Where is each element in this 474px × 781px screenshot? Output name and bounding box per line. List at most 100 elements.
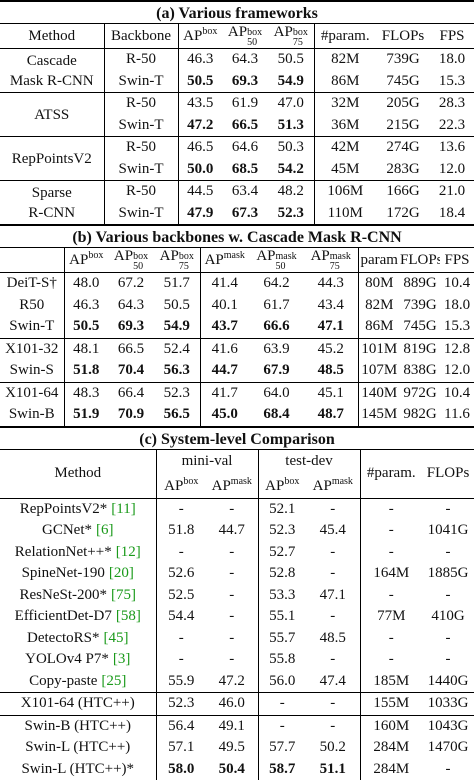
- ap-sup: box: [284, 475, 300, 487]
- method-cell: RelationNet++* [12]: [0, 542, 156, 564]
- value-cell: 47.0: [268, 92, 314, 115]
- ap-scripts: box 75: [179, 252, 194, 272]
- table: AP box AP box 50 AP box 75 AP mask AP mask 50 AP mask 7…: [0, 248, 474, 426]
- value-cell: 66.6: [263, 318, 290, 335]
- column-header: AP mask: [199, 248, 249, 273]
- value-cell: 55.1: [257, 606, 307, 628]
- value-cell: 50.5: [163, 296, 190, 313]
- ap-base: AP: [256, 248, 276, 264]
- column-header: AP box: [177, 24, 222, 49]
- method-cell: ATSS: [0, 92, 104, 137]
- column-header: AP box 75: [268, 24, 314, 49]
- value-cell: -: [359, 497, 423, 520]
- ap-base: AP: [273, 24, 293, 40]
- column-header: Method: [54, 465, 102, 481]
- value-cell: 166G: [376, 180, 430, 203]
- ap-sup: box: [88, 250, 104, 261]
- value-cell: 51.8: [63, 360, 108, 382]
- citation: [20]: [108, 565, 134, 582]
- ap-sup: mask: [329, 251, 351, 262]
- value-cell: 1470G: [427, 739, 469, 756]
- value-cell: 21.0: [430, 180, 474, 203]
- data-row: SpineNet-190 [20] 52.6-52.8-164M 1885G: [0, 563, 474, 585]
- backbone-cell: DeiT-S†: [0, 272, 64, 295]
- method-name: Swin-B (HTC++): [24, 717, 131, 734]
- value-cell: 49.5: [218, 739, 245, 756]
- value-cell: 107M: [357, 360, 400, 382]
- data-row: DeiT-S† 48.0 67.2 51.7 41.4 64.2 44.3 80M 889G 10…: [0, 272, 474, 295]
- value-cell: 44.7: [199, 360, 249, 382]
- value-cell: 82M: [357, 294, 400, 316]
- column-header: AP box: [63, 248, 108, 273]
- header-row: AP box AP mask AP box AP mask: [0, 473, 474, 498]
- value-cell: -: [257, 714, 307, 737]
- data-row: R50 46.3 64.3 50.5 40.1 61.7 43.4 82M 739G 18.0: [0, 294, 474, 316]
- table-body: Method mini-val test-dev #param. FLOPs AP box A…: [0, 449, 474, 780]
- citation: [11]: [111, 500, 136, 517]
- value-cell: 819G: [400, 337, 440, 360]
- table-body: AP box AP box 50 AP box 75 AP mask AP mask 50 AP mask 7…: [0, 248, 474, 426]
- backbone-cell: R50: [19, 296, 45, 313]
- value-cell: -: [306, 497, 361, 520]
- method-name: EfficientDet-D7: [14, 608, 112, 625]
- value-cell: 47.2: [177, 114, 222, 137]
- ap-scripts: box: [183, 476, 198, 487]
- value-cell: 63.4: [222, 180, 268, 203]
- ap-sup: mask: [275, 251, 297, 262]
- backbone-cell: Swin-B: [8, 406, 55, 423]
- value-cell: 18.4: [438, 204, 466, 221]
- value-cell: 55.8: [257, 649, 307, 671]
- method-name: DetectoRS*: [27, 629, 100, 646]
- data-row: Swin-B (HTC++) 56.4 49.1- -160M 1043G: [0, 714, 474, 737]
- value-cell: 41.4: [199, 272, 249, 295]
- method-cell: YOLOv4 P7* [3]: [0, 649, 156, 671]
- method-line: ATSS: [34, 106, 70, 123]
- value-cell: -: [306, 714, 361, 737]
- column-header: AP box: [155, 473, 206, 498]
- value-cell: 69.3: [231, 72, 259, 89]
- value-cell: 47.1: [319, 586, 346, 603]
- value-cell: 10.4: [440, 381, 474, 404]
- value-cell: -: [155, 497, 206, 520]
- ap-scripts: box 50: [133, 252, 148, 272]
- value-cell: 61.9: [222, 92, 268, 115]
- value-cell: 52.3: [155, 692, 206, 715]
- value-cell: 50.2: [319, 739, 346, 756]
- method-name: X101-64 (HTC++): [20, 695, 135, 712]
- value-cell: 739G: [403, 296, 437, 313]
- value-cell: 284M: [359, 737, 423, 759]
- data-row: RepPointsV2* [11] - -52.1- - -: [0, 497, 474, 520]
- value-cell: 52.4: [154, 337, 200, 360]
- value-cell: 50.5: [268, 48, 314, 71]
- value-cell: 46.3: [63, 294, 108, 316]
- ap-scripts: box: [284, 475, 300, 487]
- value-cell: 13.6: [430, 136, 474, 159]
- data-row: ATSS R-50 43.5 61.9 47.0 32M 205G 28.3: [0, 92, 474, 137]
- method-cell: DetectoRS* [45]: [0, 628, 156, 650]
- value-cell: 52.3: [277, 204, 304, 221]
- value-cell: 160M: [359, 714, 423, 737]
- value-cell: 56.0: [257, 670, 307, 693]
- value-cell: 18.0: [443, 296, 471, 313]
- value-cell: -: [330, 651, 336, 668]
- header-row: Method mini-val test-dev #param. FLOPs: [0, 449, 474, 498]
- value-cell: -: [229, 608, 235, 625]
- ap-sup: box: [292, 27, 308, 38]
- value-cell: 55.9: [155, 670, 206, 693]
- value-cell: -: [229, 565, 235, 582]
- value-cell: 63.9: [249, 337, 304, 360]
- value-cell: 66.5: [108, 337, 154, 360]
- value-cell: 1033G: [422, 692, 474, 715]
- ap-sup: box: [178, 251, 194, 262]
- value-cell: 164M: [359, 563, 423, 585]
- ap-base: AP: [69, 252, 89, 268]
- value-cell: 283G: [386, 160, 420, 177]
- value-cell: 12.0: [443, 362, 471, 379]
- method-cell: GCNet* [6]: [0, 520, 156, 542]
- value-cell: 58.0: [155, 758, 206, 780]
- column-header: FLOPs: [426, 465, 470, 481]
- value-cell: 46.5: [177, 136, 222, 159]
- value-cell: 47.4: [319, 672, 346, 689]
- method-cell: Swin-L (HTC++): [0, 737, 156, 759]
